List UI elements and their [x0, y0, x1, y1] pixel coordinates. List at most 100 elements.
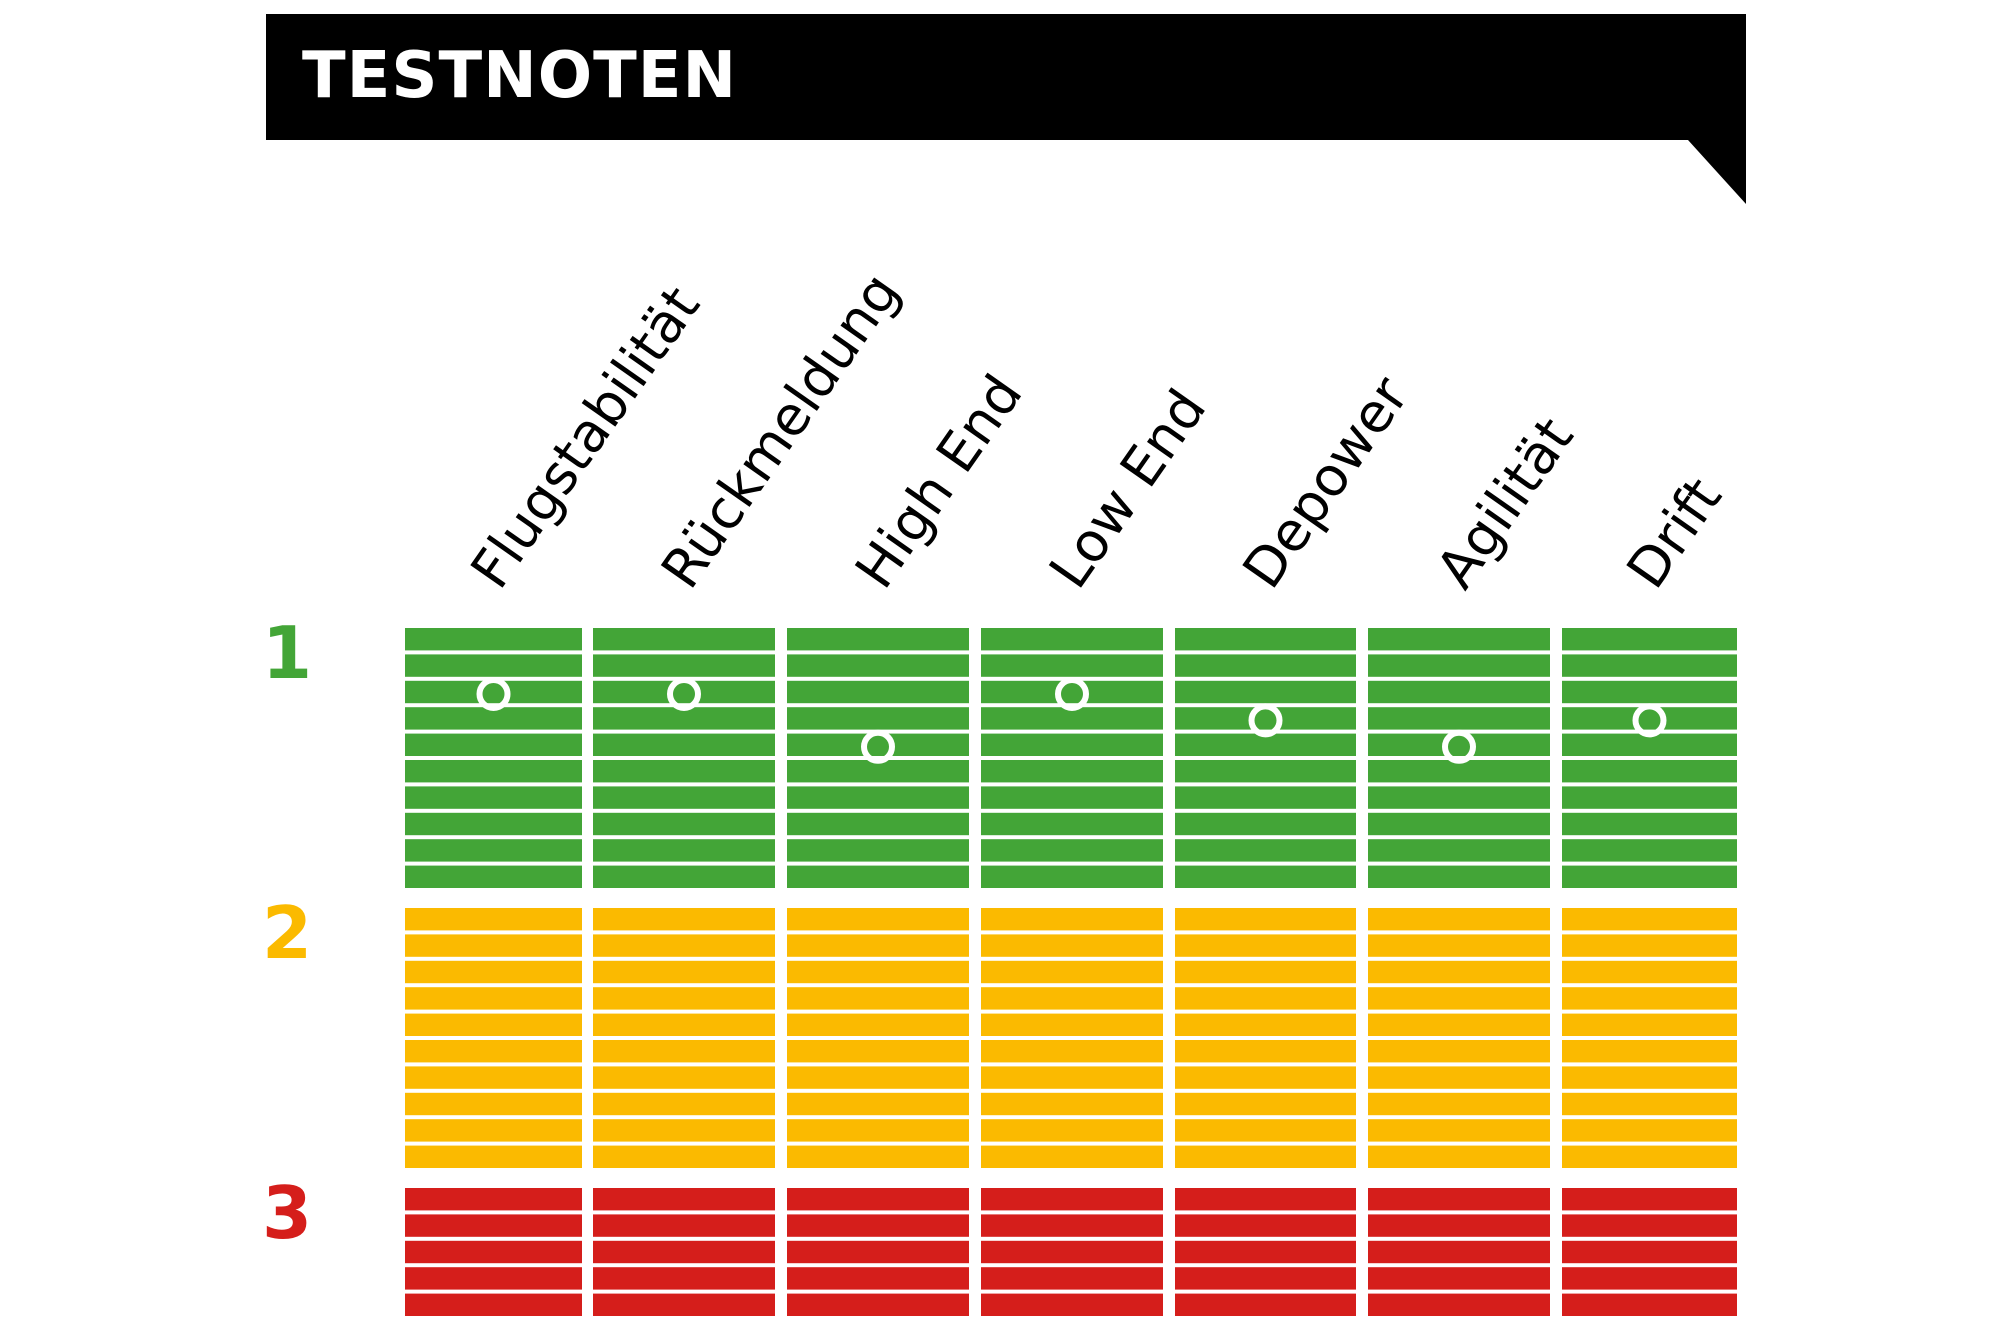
grade-2-segment — [981, 1066, 1163, 1089]
grade-1-segment — [981, 628, 1163, 651]
grade-1-segment — [787, 786, 969, 809]
grade-2-segment — [1368, 934, 1550, 957]
grade-2-segment — [787, 1040, 969, 1063]
grade-1-segment — [787, 839, 969, 862]
grade-1-segment — [1562, 786, 1737, 809]
grade-1-segment — [405, 812, 582, 836]
rating-marker — [476, 677, 511, 711]
category-label: Depower — [1231, 365, 1422, 600]
grade-1-segment — [1562, 707, 1737, 730]
grade-1-segment — [1368, 628, 1550, 651]
grade-1-segment — [1175, 786, 1356, 809]
rating-marker — [1055, 677, 1089, 711]
category-label: Low End — [1037, 378, 1218, 599]
grade-2-segment — [1175, 1119, 1356, 1142]
grade-2-segment — [1562, 1013, 1737, 1036]
grade-2-segment — [593, 1092, 775, 1116]
grade-2-segment — [981, 1040, 1163, 1063]
grade-1-segment — [405, 865, 582, 888]
grade-1-segment — [787, 812, 969, 836]
grade-3-segment — [787, 1293, 969, 1316]
grade-2-segment — [405, 934, 582, 957]
grade-2-segment — [1368, 960, 1550, 984]
grade-3-segment — [1175, 1267, 1356, 1290]
grade-2-segment — [1175, 1013, 1356, 1036]
grade-1-segment — [405, 839, 582, 862]
grade-2-segment — [1175, 908, 1356, 931]
grade-2-segment — [1175, 987, 1356, 1010]
grade-3-segment — [1562, 1267, 1737, 1290]
grade-1-segment — [787, 628, 969, 651]
grade-3-segment — [593, 1267, 775, 1290]
grade-1-segment — [1562, 865, 1737, 888]
grade-1-segment — [981, 733, 1163, 756]
grade-3-segment — [787, 1214, 969, 1237]
title-banner — [266, 14, 1746, 204]
grade-2-segment — [1562, 1119, 1737, 1142]
grade-1-segment — [593, 839, 775, 862]
grade-3-segment — [593, 1188, 775, 1211]
grade-1-segment — [405, 680, 582, 704]
grade-2-segment — [787, 1145, 969, 1168]
grade-2-segment — [593, 1145, 775, 1168]
grade-3-segment — [405, 1293, 582, 1316]
grade-1-segment — [981, 654, 1163, 677]
grade-1-segment — [405, 654, 582, 677]
grade-2-segment — [1368, 1040, 1550, 1063]
grade-1-segment — [1562, 812, 1737, 836]
grade-2-segment — [593, 934, 775, 957]
grade-1-segment — [1368, 707, 1550, 730]
grade-2-segment — [1368, 908, 1550, 931]
grade-2-segment — [1368, 1145, 1550, 1168]
grade-1-segment — [787, 760, 969, 783]
grade-1-segment — [1562, 760, 1737, 783]
grade-1-segment — [1175, 839, 1356, 862]
grade-1-segment — [1175, 760, 1356, 783]
grade-1-segment — [981, 680, 1163, 704]
grade-3-segment — [1562, 1214, 1737, 1237]
grade-1-segment — [981, 839, 1163, 862]
rating-marker — [667, 677, 701, 711]
grade-1-segment — [1368, 680, 1550, 704]
grade-2-segment — [787, 987, 969, 1010]
grade-3-segment — [1368, 1214, 1550, 1237]
grade-1-segment — [1368, 654, 1550, 677]
rating-marker — [1632, 703, 1667, 738]
grade-2-segment — [787, 1119, 969, 1142]
grade-2-segment — [981, 1092, 1163, 1116]
grade-2-segment — [405, 1066, 582, 1089]
grade-3-segment — [1368, 1188, 1550, 1211]
grade-1-segment — [981, 786, 1163, 809]
grade-2-segment — [1175, 1040, 1356, 1063]
grade-1-segment — [405, 760, 582, 783]
grade-2-segment — [981, 987, 1163, 1010]
grade-3-segment — [593, 1240, 775, 1264]
grade-1-segment — [405, 707, 582, 730]
grade-2-segment — [1562, 1066, 1737, 1089]
grade-1-segment — [1368, 760, 1550, 783]
grade-1-segment — [1562, 733, 1737, 756]
grade-1-segment — [593, 733, 775, 756]
grade-3-segment — [1562, 1240, 1737, 1264]
grade-2-segment — [1175, 934, 1356, 957]
grade-1-segment — [593, 865, 775, 888]
grade-3-segment — [981, 1214, 1163, 1237]
grade-1-segment — [593, 707, 775, 730]
category-label: High End — [843, 364, 1035, 600]
rating-marker — [1248, 703, 1283, 738]
grade-1-segment — [1175, 812, 1356, 836]
grade-1-segment — [593, 680, 775, 704]
grade-3-segment — [405, 1240, 582, 1264]
grade-1-segment — [1175, 680, 1356, 704]
grade-1-segment — [981, 812, 1163, 836]
grade-3-segment — [405, 1188, 582, 1211]
grade-1-segment — [981, 707, 1163, 730]
grade-2-segment — [593, 960, 775, 984]
grade-2-segment — [1562, 908, 1737, 931]
grade-3-segment — [1175, 1240, 1356, 1264]
grade-2-segment — [981, 1013, 1163, 1036]
grade-2-segment — [593, 908, 775, 931]
grade-2-segment — [981, 960, 1163, 984]
grade-1-segment — [787, 707, 969, 730]
